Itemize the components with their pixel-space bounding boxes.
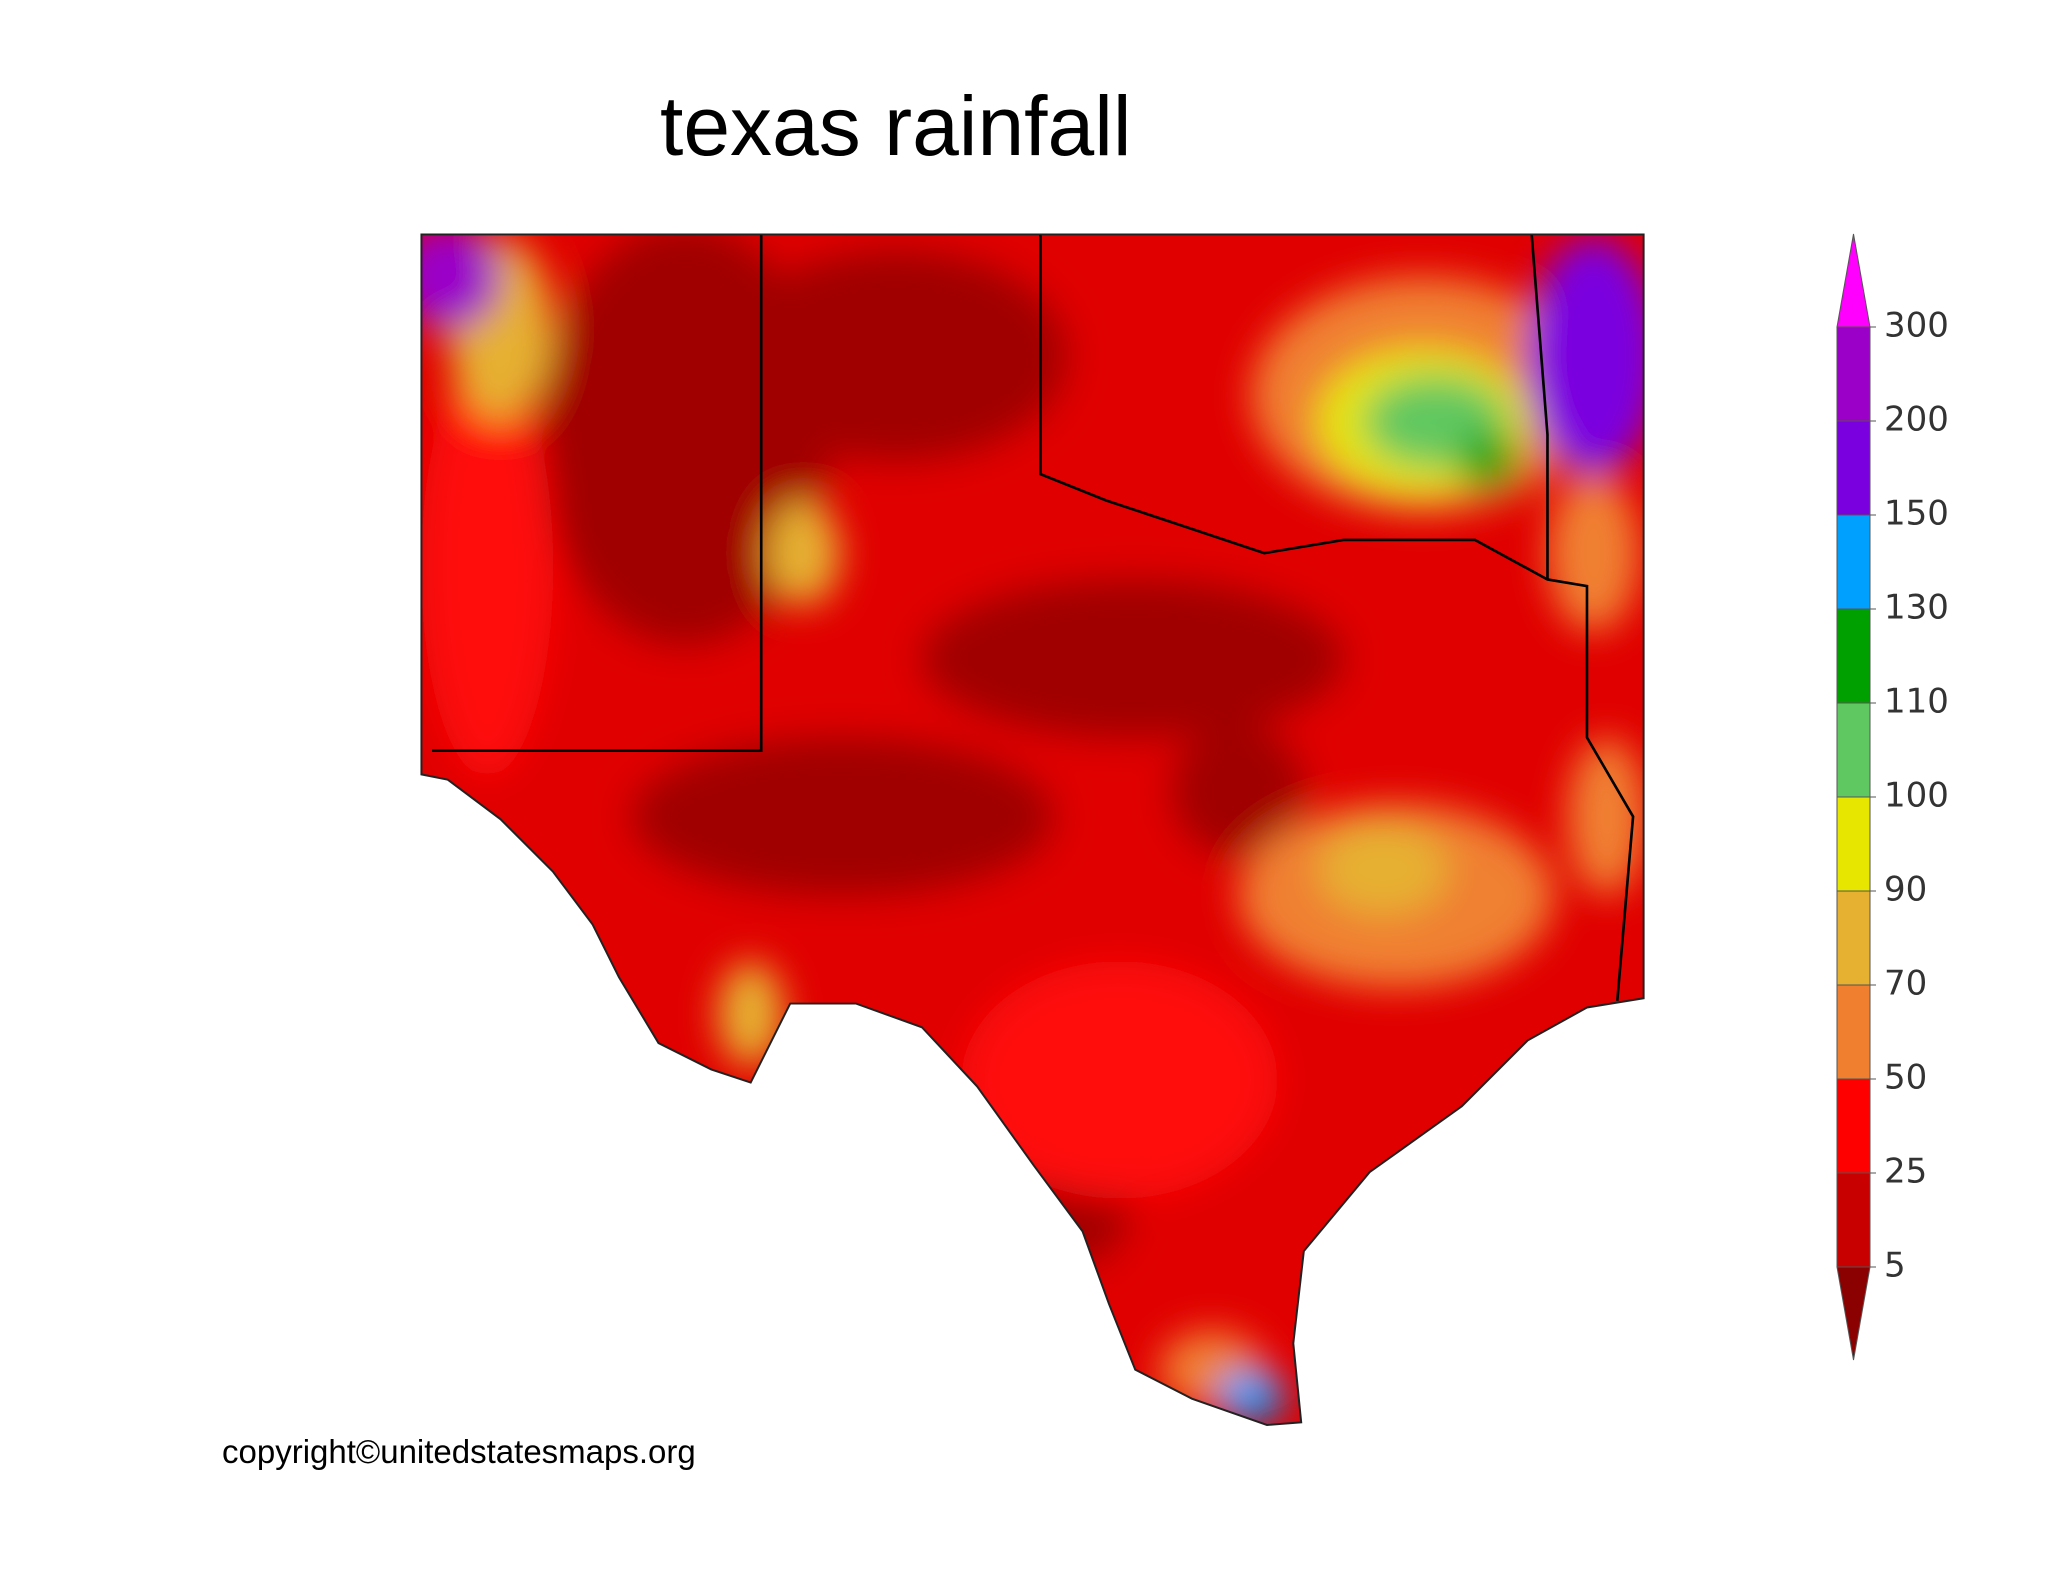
colorbar-segment [1836, 420, 1871, 516]
colorbar-segment [1836, 608, 1871, 704]
colorbar-under-arrow [1836, 1266, 1871, 1361]
state-border [431, 234, 763, 753]
colorbar-tick-label: 25 [1884, 1152, 1927, 1192]
colorbar-tick-label: 50 [1884, 1058, 1927, 1098]
state-border [1530, 234, 1549, 580]
colorbar-tick-label: 200 [1884, 400, 1949, 440]
colorbar-segment [1836, 514, 1871, 610]
colorbar: 300 200 150 130 110 100 90 70 50 25 5 [1836, 233, 1949, 1361]
colorbar-segment [1836, 702, 1871, 798]
rainfall-blobs [421, 234, 1644, 1423]
colorbar-segment [1836, 796, 1871, 892]
colorbar-over-arrow [1836, 233, 1871, 328]
colorbar-segment [1836, 326, 1871, 422]
rainfall-field [421, 234, 1644, 1425]
state-border [1039, 234, 1635, 1002]
colorbar-tick-label: 130 [1884, 588, 1949, 628]
colorbar-segment [1836, 1078, 1871, 1174]
coastline [420, 233, 1645, 1426]
colorbar-tick-label: 100 [1884, 776, 1949, 816]
copyright: copyright©unitedstatesmaps.org [222, 1433, 696, 1470]
colorbar-tick-label: 90 [1884, 870, 1927, 910]
colorbar-segment [1836, 984, 1871, 1080]
colorbar-tick-label: 150 [1884, 494, 1949, 534]
colorbar-segment [1836, 890, 1871, 986]
colorbar-tick-label: 110 [1884, 682, 1949, 722]
colorbar-tick-label: 5 [1884, 1246, 1906, 1286]
map-title: texas rainfall [660, 79, 1132, 173]
colorbar-tick-label: 300 [1884, 306, 1949, 346]
colorbar-segment [1836, 1172, 1871, 1268]
colorbar-tick-label: 70 [1884, 964, 1927, 1004]
